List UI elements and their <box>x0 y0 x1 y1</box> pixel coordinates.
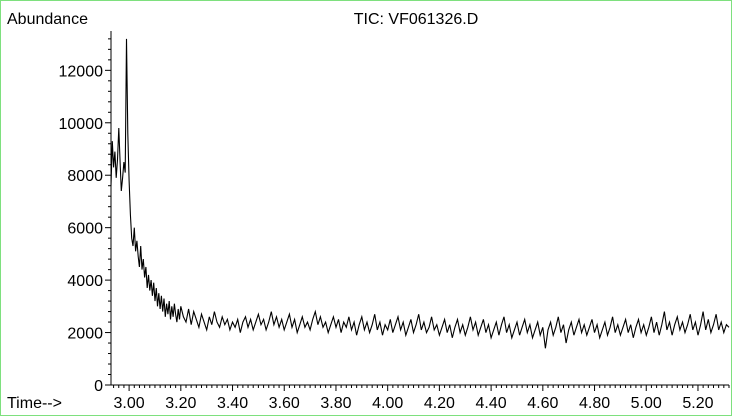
x-tick-label: 5.00 <box>631 395 662 412</box>
y-tick-label: 6000 <box>67 221 103 238</box>
x-tick-label: 3.00 <box>114 395 145 412</box>
y-axis-ticks: 0 2000 4000 6000 8000 10000 12000 <box>59 38 111 395</box>
x-tick-label: 4.80 <box>579 395 610 412</box>
y-tick-label: 2000 <box>67 326 103 343</box>
series-group <box>110 38 730 349</box>
y-tick-label: 10000 <box>59 116 104 133</box>
x-axis-ticks: 3.00 3.20 3.40 3.60 3.80 4.00 4.20 4.40 4.60 4.80… <box>113 385 730 412</box>
series-line <box>110 38 730 349</box>
x-tick-label: 3.80 <box>320 395 351 412</box>
x-tick-label: 3.60 <box>269 395 300 412</box>
x-tick-label: 5.20 <box>682 395 713 412</box>
x-tick-label: 3.40 <box>217 395 248 412</box>
axes <box>110 31 729 386</box>
x-tick-label: 4.60 <box>527 395 558 412</box>
y-tick-label: 4000 <box>67 273 103 290</box>
x-tick-label: 3.20 <box>165 395 196 412</box>
y-tick-label: 0 <box>94 378 103 395</box>
chart-title: TIC: VF061326.D <box>354 11 479 28</box>
y-tick-label: 12000 <box>59 63 104 80</box>
x-tick-label: 4.00 <box>372 395 403 412</box>
x-tick-label: 4.20 <box>424 395 455 412</box>
y-tick-label: 8000 <box>67 168 103 185</box>
x-tick-label: 4.40 <box>476 395 507 412</box>
x-axis-label: Time--> <box>7 395 62 412</box>
y-axis-label: Abundance <box>7 11 88 28</box>
